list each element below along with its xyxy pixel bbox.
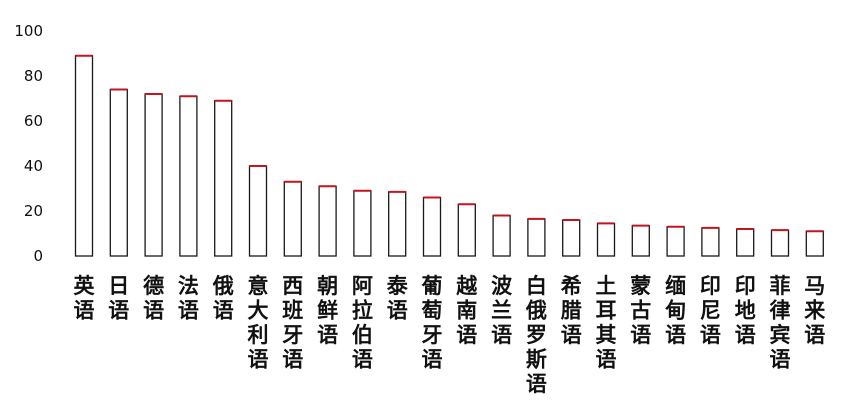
bar (214, 99, 233, 257)
bar-body (666, 226, 685, 257)
bar-body (736, 228, 755, 257)
bar-body (283, 181, 302, 257)
x-category-label: 马来语 (804, 274, 826, 347)
x-category-label: 英语 (74, 274, 96, 323)
bar-body (805, 230, 824, 257)
x-category-label: 朝鲜语 (317, 274, 338, 347)
bar-body (770, 229, 790, 257)
y-tick-label: 0 (33, 247, 43, 265)
bar (666, 225, 685, 257)
bar-body (318, 185, 337, 257)
bar (248, 165, 268, 257)
x-category-label: 波兰语 (491, 274, 513, 347)
bar (457, 203, 476, 257)
x-category-label: 葡萄牙语 (421, 274, 443, 372)
x-category-label: 日语 (108, 274, 129, 323)
bar-body (562, 219, 581, 257)
bar-body (388, 191, 407, 257)
bar (736, 228, 755, 257)
bar (318, 185, 337, 257)
bar (144, 93, 163, 257)
bar (74, 54, 94, 257)
bar (109, 88, 128, 257)
x-category-label: 泰语 (386, 274, 409, 323)
bar-body (214, 100, 233, 257)
x-category-label: 土耳其语 (596, 274, 617, 372)
x-category-label: 意大利语 (248, 274, 269, 372)
x-category-label: 法语 (178, 274, 199, 323)
bar-body (631, 224, 650, 257)
bar-body (422, 196, 442, 257)
bar-body (527, 218, 546, 257)
bar-body (457, 203, 476, 257)
bar-body (74, 55, 94, 257)
bar-body (492, 214, 511, 257)
x-category-label: 希腊语 (561, 274, 582, 347)
bar-body (596, 222, 616, 257)
x-category-label: 西班牙语 (282, 274, 303, 372)
bar-body (109, 88, 128, 257)
y-tick-label: 60 (24, 112, 43, 130)
y-tick-label: 40 (24, 157, 43, 175)
bar (283, 180, 302, 257)
bar-body (701, 227, 720, 257)
bar-body (353, 190, 372, 257)
x-category-label: 白俄罗斯语 (525, 274, 547, 396)
y-tick-label: 20 (24, 202, 43, 220)
y-tick-label: 80 (24, 67, 43, 85)
bar-body (144, 93, 163, 257)
bar-body (179, 95, 198, 257)
x-category-label: 越南语 (455, 274, 478, 347)
bar (805, 230, 824, 257)
y-tick-label: 100 (14, 22, 43, 40)
bar (562, 219, 581, 257)
bars (74, 54, 824, 257)
bar (596, 222, 616, 257)
bar (179, 95, 198, 257)
x-category-label: 俄语 (212, 274, 234, 323)
bar (388, 190, 407, 257)
x-category-label: 德语 (143, 274, 164, 323)
x-category-label: 菲律宾语 (770, 274, 791, 372)
bar (770, 229, 790, 257)
x-category-label: 缅甸语 (664, 274, 686, 347)
bar (422, 196, 442, 257)
bar (631, 224, 650, 257)
x-category-label: 蒙古语 (630, 274, 651, 347)
x-category-label: 印地语 (735, 274, 756, 347)
bar (353, 189, 372, 257)
bar-body (248, 165, 268, 257)
y-axis-ticks: 0 20 40 60 80 100 (14, 22, 43, 265)
bar (701, 226, 720, 257)
x-axis-labels: 英语日语德语法语俄语意大利语西班牙语朝鲜语阿拉伯语泰语葡萄牙语越南语波兰语白俄罗… (74, 274, 827, 396)
bar (527, 217, 546, 257)
x-category-label: 阿拉伯语 (352, 274, 373, 372)
x-category-label: 印尼语 (700, 274, 721, 347)
bar (492, 214, 511, 257)
